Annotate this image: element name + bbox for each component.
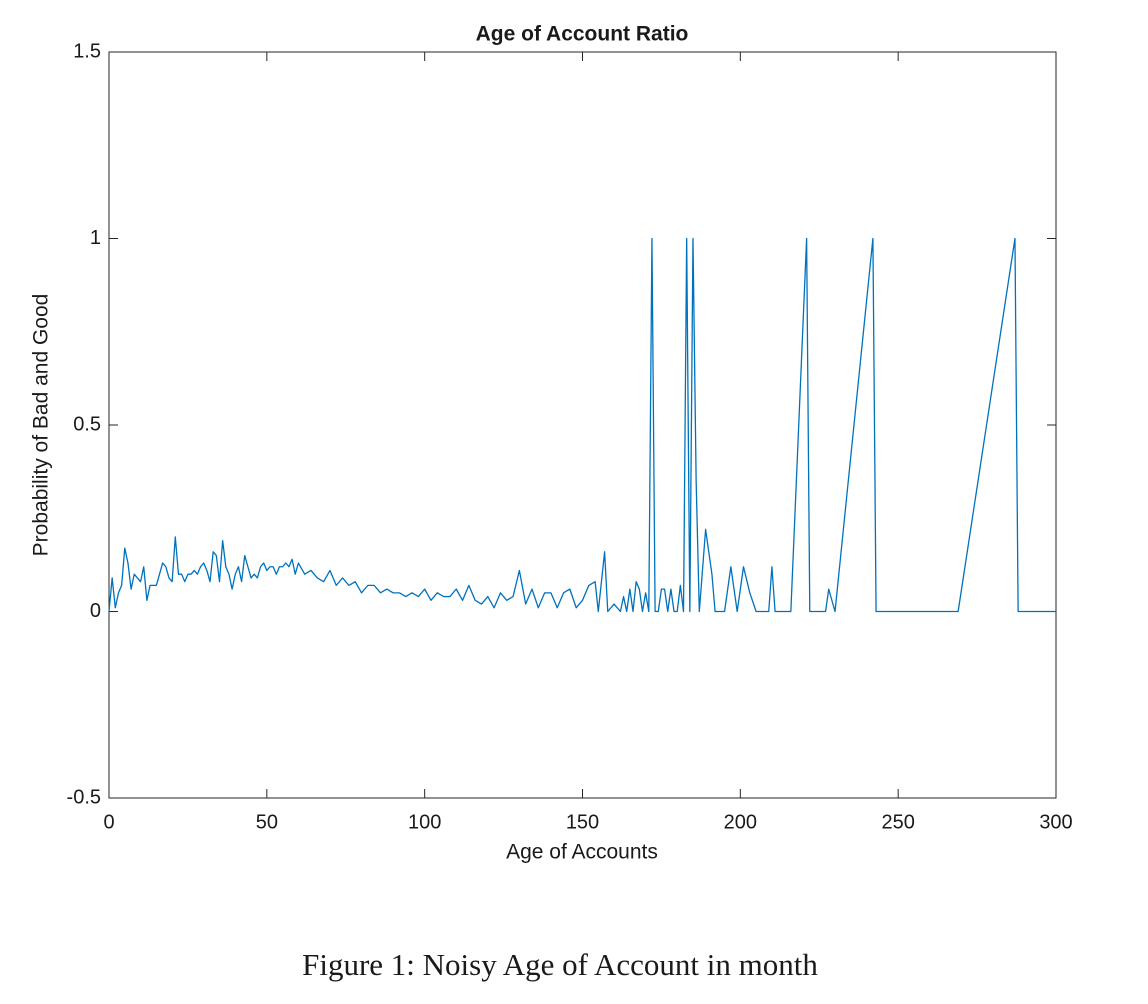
x-tick-label: 150 (566, 811, 599, 833)
x-tick-label: 250 (881, 811, 914, 833)
x-tick-label: 100 (408, 811, 441, 833)
y-axis-label: Probability of Bad and Good (30, 294, 53, 557)
x-tick-label: 300 (1039, 811, 1072, 833)
figure-caption: Figure 1: Noisy Age of Account in month (302, 947, 818, 982)
y-tick-label: -0.5 (67, 786, 101, 808)
x-tick-label: 0 (103, 811, 114, 833)
y-tick-label: 0.5 (73, 413, 101, 435)
y-tick-label: 0 (90, 600, 101, 622)
data-line (108, 237, 1056, 613)
y-tick-label: 1 (90, 227, 101, 249)
y-tick-label: 1.5 (73, 40, 101, 62)
axes-box (108, 51, 1057, 799)
x-tick-label: 200 (724, 811, 757, 833)
x-tick-label: 50 (256, 811, 278, 833)
x-axis-label: Age of Accounts (506, 841, 658, 864)
chart-title: Age of Account Ratio (476, 23, 689, 46)
